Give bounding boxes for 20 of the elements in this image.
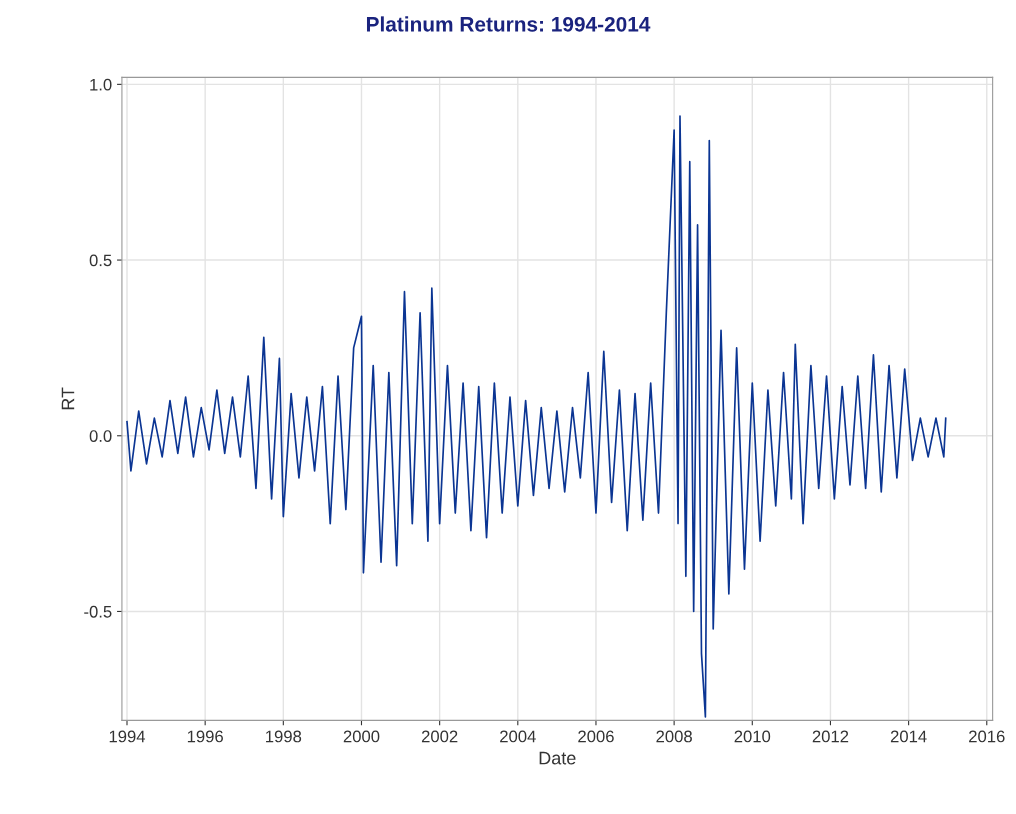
x-tick-label: 1996 (187, 730, 223, 743)
x-axis-title: Date (539, 751, 576, 765)
x-tick-label: 2010 (734, 730, 771, 743)
x-tick-label: 2016 (969, 730, 1005, 743)
y-axis-title: RT (61, 387, 75, 410)
x-tick-label: 1994 (109, 730, 146, 743)
x-tick-label: 2008 (656, 730, 692, 743)
y-tick-label: 0.5 (89, 254, 112, 267)
line-series (126, 115, 947, 718)
x-tick-label: 2006 (578, 730, 614, 743)
y-tick-label: -0.5 (84, 605, 112, 618)
x-tick-label: 2004 (500, 730, 536, 743)
x-tick-label: 2014 (890, 730, 927, 743)
x-tick-label: 2000 (343, 730, 380, 743)
y-tick-label: 0.0 (89, 430, 112, 442)
x-tick-label: 2002 (421, 730, 458, 743)
y-tick-label: 1.0 (90, 78, 112, 91)
chart-title: Platinum Returns: 1994-2014 (366, 16, 651, 32)
x-tick-label: 2012 (812, 730, 849, 743)
x-tick-label: 1998 (266, 730, 302, 743)
